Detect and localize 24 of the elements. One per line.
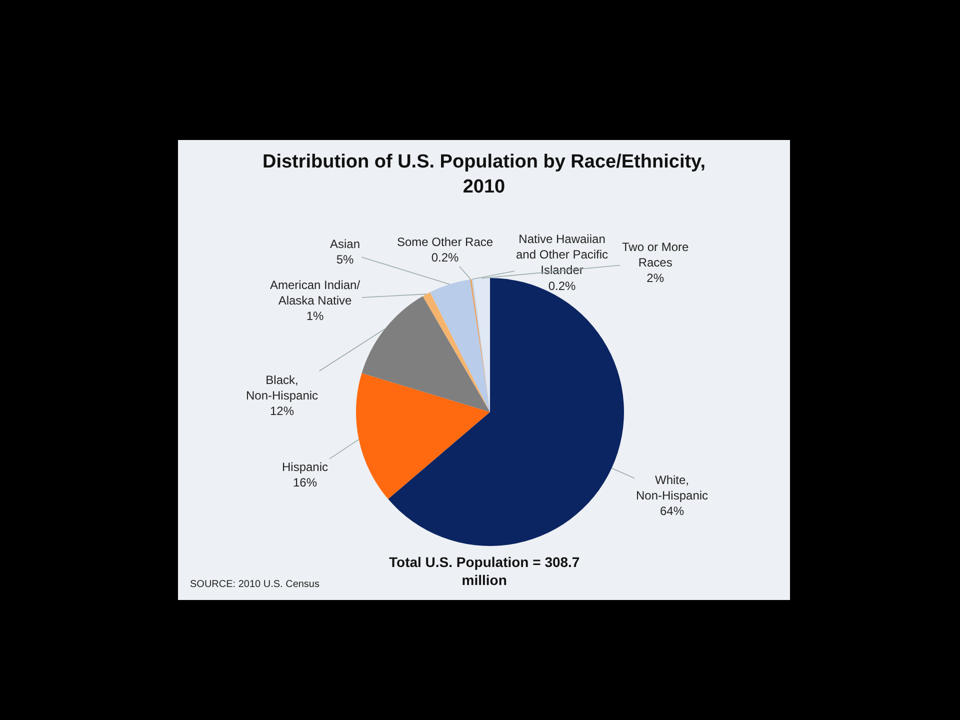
data-label: 0.2% (431, 250, 460, 265)
data-label: 0.2% (548, 278, 576, 293)
pie-slice (430, 280, 490, 412)
pie-slice (422, 292, 490, 412)
slice-label: Hispanic (282, 460, 328, 474)
slice-label: White, Non-Hispanic (636, 473, 708, 503)
data-label: 64% (660, 504, 684, 518)
data-label: 1% (306, 309, 324, 324)
slice-label: Native Hawaiian and Other Pacific Islander (516, 232, 608, 278)
pie-slice (362, 296, 490, 412)
pie-slice (388, 278, 624, 546)
slice-label: American Indian/ Alaska Native (270, 278, 361, 308)
data-label: 2% (646, 271, 664, 286)
data-label: 12% (270, 404, 294, 418)
data-label: 5% (336, 252, 354, 267)
slice-label: Some Other Race (397, 235, 494, 249)
text: Total U.S. Population = 308.7 million (389, 554, 580, 588)
slice-label: Asian (330, 237, 360, 251)
chart-title: Distribution of U.S. Population by Race/Ethnicity, 2010 (262, 152, 706, 198)
pie-slice (356, 373, 490, 500)
source-note: SOURCE: 2010 U.S. Census (190, 579, 320, 590)
slice-label: Black, Non-Hispanic (246, 373, 318, 403)
data-label: 16% (293, 476, 318, 490)
slice-label: Two or More Races (622, 240, 690, 270)
